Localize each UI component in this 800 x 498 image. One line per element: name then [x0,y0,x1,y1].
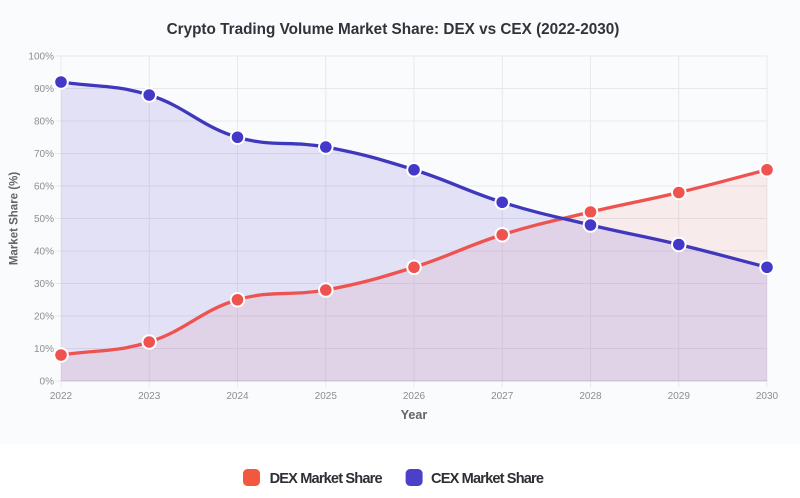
svg-text:2026: 2026 [403,391,426,402]
svg-text:50%: 50% [34,214,54,225]
svg-text:0%: 0% [40,377,55,388]
svg-text:90%: 90% [34,84,54,95]
svg-text:40%: 40% [34,247,54,258]
svg-text:80%: 80% [34,117,54,128]
svg-text:Year: Year [401,408,428,422]
svg-text:2029: 2029 [668,391,691,402]
svg-text:Crypto Trading Volume Market S: Crypto Trading Volume Market Share: DEX … [167,21,620,38]
svg-text:10%: 10% [34,344,54,355]
svg-text:Market Share (%): Market Share (%) [9,172,21,265]
svg-text:2028: 2028 [579,391,602,402]
svg-text:2024: 2024 [226,391,249,402]
svg-text:2027: 2027 [491,391,514,402]
svg-text:CEX Market Share: CEX Market Share [431,471,544,487]
svg-text:30%: 30% [34,279,54,290]
svg-text:2030: 2030 [756,391,779,402]
svg-text:2022: 2022 [50,391,73,402]
svg-text:20%: 20% [34,312,54,323]
svg-text:2025: 2025 [315,391,338,402]
svg-text:100%: 100% [28,52,54,63]
svg-text:DEX Market Share: DEX Market Share [270,471,383,487]
svg-text:60%: 60% [34,182,54,193]
svg-text:2023: 2023 [138,391,161,402]
svg-text:70%: 70% [34,149,54,160]
